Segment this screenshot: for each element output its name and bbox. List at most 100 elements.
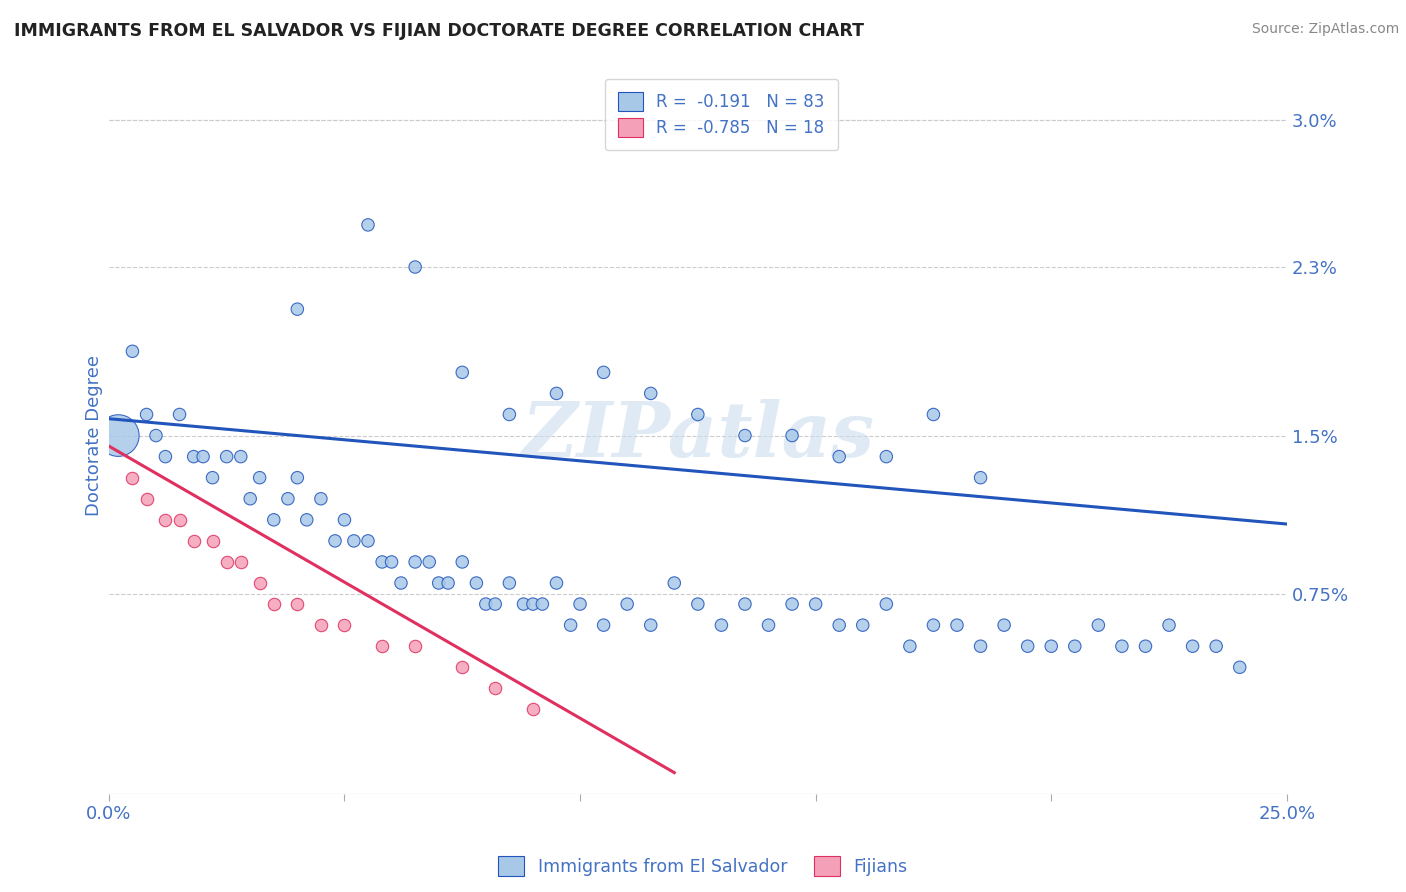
Point	[569, 597, 592, 611]
Point	[522, 702, 544, 716]
Legend: Immigrants from El Salvador, Fijians: Immigrants from El Salvador, Fijians	[491, 849, 915, 883]
Point	[875, 450, 897, 464]
Point	[357, 533, 380, 548]
Text: ZIPatlas: ZIPatlas	[522, 399, 875, 473]
Point	[309, 618, 332, 632]
Point	[285, 471, 308, 485]
Point	[1111, 639, 1133, 653]
Point	[852, 618, 875, 632]
Point	[484, 597, 506, 611]
Point	[969, 471, 991, 485]
Point	[191, 450, 214, 464]
Point	[277, 491, 299, 506]
Point	[1157, 618, 1180, 632]
Text: IMMIGRANTS FROM EL SALVADOR VS FIJIAN DOCTORATE DEGREE CORRELATION CHART: IMMIGRANTS FROM EL SALVADOR VS FIJIAN DO…	[14, 22, 865, 40]
Point	[710, 618, 733, 632]
Point	[1063, 639, 1085, 653]
Point	[560, 618, 582, 632]
Point	[121, 471, 143, 485]
Point	[780, 597, 803, 611]
Point	[875, 597, 897, 611]
Point	[522, 597, 544, 611]
Point	[169, 408, 191, 422]
Point	[969, 639, 991, 653]
Point	[512, 597, 534, 611]
Text: Source: ZipAtlas.com: Source: ZipAtlas.com	[1251, 22, 1399, 37]
Point	[592, 618, 614, 632]
Point	[343, 533, 366, 548]
Point	[922, 408, 945, 422]
Point	[828, 450, 851, 464]
Point	[380, 555, 402, 569]
Point	[592, 365, 614, 379]
Point	[1087, 618, 1109, 632]
Point	[404, 555, 426, 569]
Point	[239, 491, 262, 506]
Point	[183, 533, 205, 548]
Point	[546, 386, 568, 401]
Point	[828, 618, 851, 632]
Point	[145, 428, 167, 442]
Point	[640, 618, 662, 632]
Point	[451, 660, 474, 674]
Point	[155, 513, 177, 527]
Point	[1040, 639, 1063, 653]
Point	[229, 555, 252, 569]
Point	[1135, 639, 1157, 653]
Point	[922, 618, 945, 632]
Point	[1017, 639, 1039, 653]
Point	[1229, 660, 1251, 674]
Point	[898, 639, 921, 653]
Point	[451, 365, 474, 379]
Point	[404, 260, 426, 274]
Point	[1205, 639, 1227, 653]
Point	[285, 597, 308, 611]
Point	[475, 597, 498, 611]
Point	[780, 428, 803, 442]
Legend: R =  -0.191   N = 83, R =  -0.785   N = 18: R = -0.191 N = 83, R = -0.785 N = 18	[605, 78, 838, 151]
Point	[498, 576, 520, 591]
Point	[333, 618, 356, 632]
Point	[135, 408, 157, 422]
Point	[993, 618, 1015, 632]
Point	[498, 408, 520, 422]
Point	[734, 597, 756, 611]
Point	[135, 491, 157, 506]
Point	[371, 555, 394, 569]
Point	[418, 555, 440, 569]
Point	[201, 533, 224, 548]
Point	[451, 555, 474, 569]
Point	[295, 513, 318, 527]
Point	[263, 513, 285, 527]
Point	[201, 471, 224, 485]
Point	[758, 618, 780, 632]
Point	[263, 597, 285, 611]
Point	[404, 639, 426, 653]
Point	[357, 218, 380, 232]
Point	[183, 450, 205, 464]
Point	[616, 597, 638, 611]
Point	[249, 471, 271, 485]
Point	[333, 513, 356, 527]
Point	[215, 450, 238, 464]
Point	[465, 576, 488, 591]
Point	[531, 597, 554, 611]
Point	[946, 618, 969, 632]
Point	[734, 428, 756, 442]
Point	[249, 576, 271, 591]
Point	[437, 576, 460, 591]
Point	[686, 408, 709, 422]
Point	[169, 513, 191, 527]
Y-axis label: Doctorate Degree: Doctorate Degree	[86, 355, 103, 516]
Point	[804, 597, 827, 611]
Point	[389, 576, 412, 591]
Point	[155, 450, 177, 464]
Point	[640, 386, 662, 401]
Point	[484, 681, 506, 696]
Point	[121, 344, 143, 359]
Point	[285, 302, 308, 317]
Point	[309, 491, 332, 506]
Point	[427, 576, 450, 591]
Point	[107, 428, 129, 442]
Point	[229, 450, 252, 464]
